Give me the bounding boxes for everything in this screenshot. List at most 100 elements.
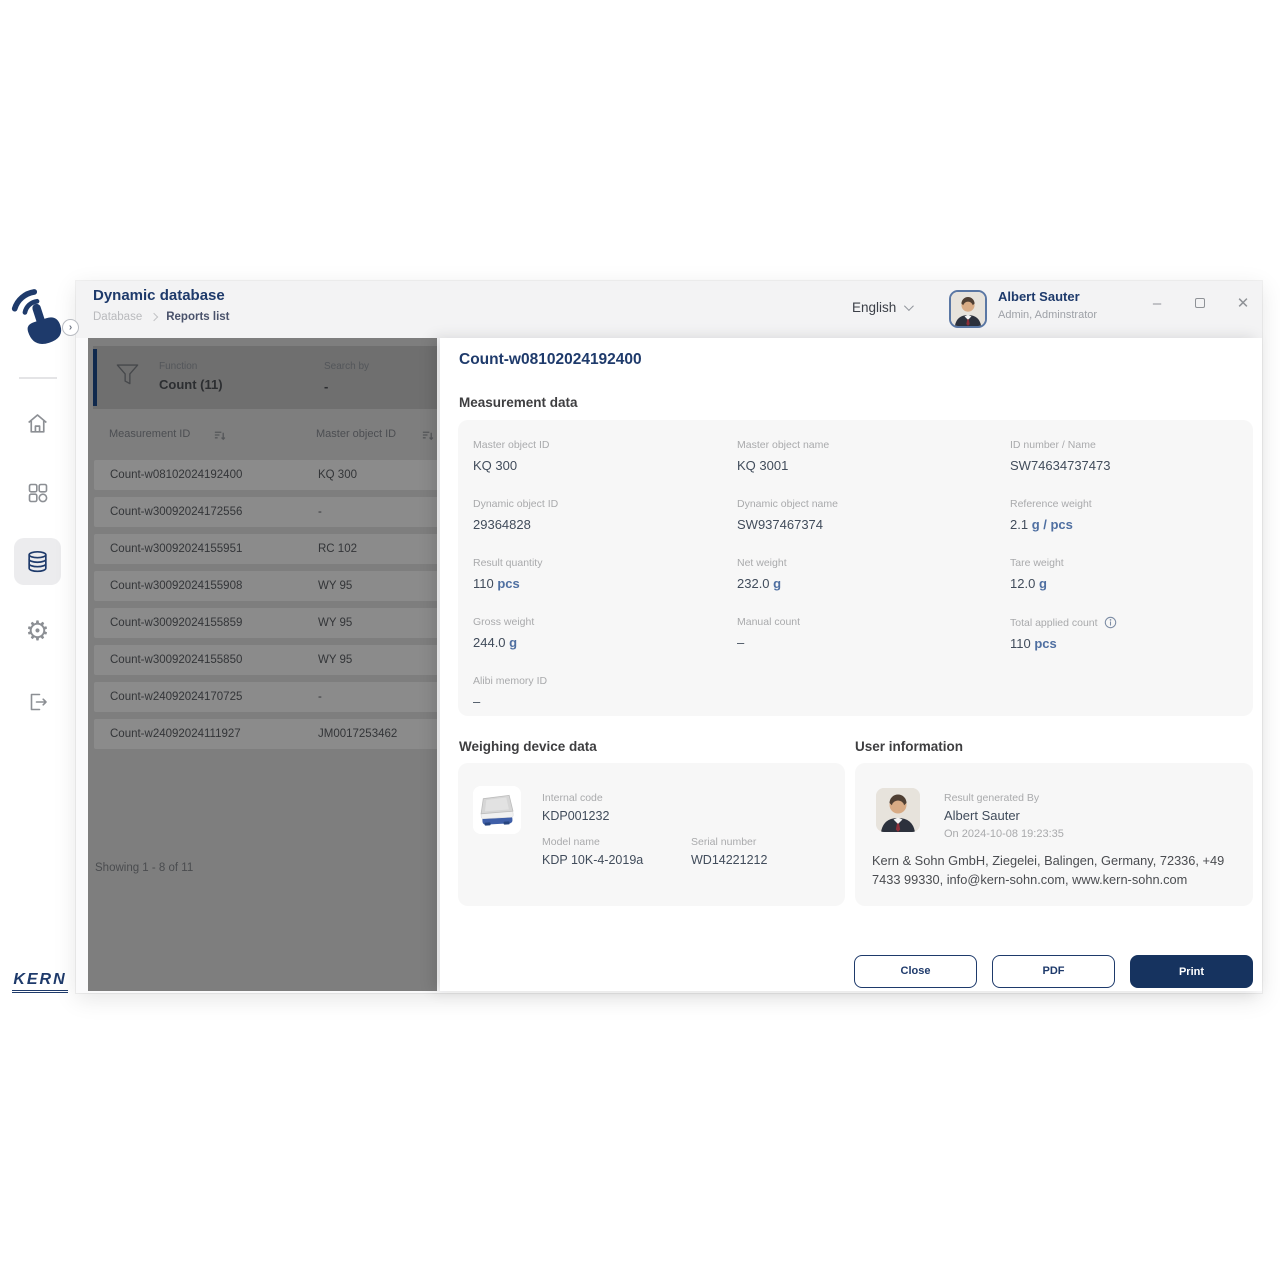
sidebar-item-home[interactable]: [14, 400, 61, 447]
reports-list-panel: Function Count (11) Search by - Measurem…: [88, 338, 437, 991]
table-row[interactable]: Count-w08102024192400 KQ 300: [94, 460, 437, 490]
home-icon: [25, 411, 50, 436]
field-dynamic-object-id: Dynamic object ID 29364828: [473, 498, 559, 532]
minimize-button[interactable]: –: [1152, 294, 1162, 312]
filter-bar[interactable]: Function Count (11) Search by -: [93, 346, 437, 409]
field-master-object-name: Master object name KQ 3001: [737, 439, 830, 473]
chevron-right-icon: [149, 312, 159, 322]
table-header: Measurement ID Master object ID: [88, 428, 437, 448]
model-name-label: Model name: [542, 836, 600, 848]
report-detail-panel: Count-w08102024192400 Measurement data M…: [440, 338, 1262, 991]
table-row[interactable]: Count-w30092024155908 WY 95: [94, 571, 437, 601]
logout-icon: [26, 690, 50, 714]
kern-touch-logo-icon: [10, 284, 66, 354]
field-id-number-name: ID number / Name SW74634737473: [1010, 439, 1111, 473]
cell-master-object-id: KQ 300: [318, 469, 357, 481]
table-row[interactable]: Count-w30092024172556 -: [94, 497, 437, 527]
gear-icon: ⚙: [25, 616, 50, 646]
weighing-device-heading: Weighing device data: [459, 739, 597, 754]
language-value: English: [852, 300, 897, 315]
weighing-scale-image: [473, 786, 521, 834]
close-window-button[interactable]: ✕: [1236, 295, 1250, 312]
info-icon[interactable]: [1104, 616, 1117, 629]
table-row[interactable]: Count-w30092024155951 RC 102: [94, 534, 437, 564]
filter-searchby-label: Search by: [324, 361, 370, 372]
model-name-value: KDP 10K-4-2019a: [542, 853, 644, 867]
field-dynamic-object-name: Dynamic object name SW937467374: [737, 498, 838, 532]
user-information-card: Result generated By Albert Sauter On 202…: [855, 763, 1253, 906]
table-row[interactable]: Count-w24092024170725 -: [94, 682, 437, 712]
cell-measurement-id: Count-w30092024155859: [110, 617, 243, 629]
user-information-heading: User information: [855, 739, 964, 754]
cell-measurement-id: Count-w08102024192400: [110, 469, 243, 481]
sidebar-item-logout[interactable]: [14, 678, 61, 725]
close-button[interactable]: Close: [854, 955, 977, 988]
cell-measurement-id: Count-w30092024155951: [110, 543, 243, 555]
serial-number-label: Serial number: [691, 836, 757, 848]
measurement-data-card: Master object ID KQ 300 Master object na…: [458, 420, 1253, 716]
sidebar-item-settings[interactable]: ⚙: [14, 608, 61, 655]
cell-master-object-id: JM0017253462: [318, 728, 398, 740]
cell-master-object-id: RC 102: [318, 543, 357, 555]
company-contact-info: Kern & Sohn GmbH, Ziegelei, Balingen, Ge…: [872, 853, 1225, 887]
generated-by-label: Result generated By: [944, 792, 1040, 804]
column-master-object-id[interactable]: Master object ID: [316, 428, 397, 440]
user-name: Albert Sauter: [998, 289, 1080, 304]
cell-measurement-id: Count-w24092024111927: [110, 728, 241, 740]
report-title: Count-w08102024192400: [459, 351, 642, 368]
language-selector[interactable]: English: [852, 300, 915, 315]
table-row[interactable]: Count-w24092024111927 JM0017253462: [94, 719, 437, 749]
serial-number-value: WD14221212: [691, 853, 768, 867]
cell-master-object-id: WY 95: [318, 654, 353, 666]
panel-expander-button[interactable]: ›: [62, 319, 79, 336]
field-reference-weight: Reference weight 2.1 g / pcs: [1010, 498, 1092, 532]
field-master-object-id: Master object ID KQ 300: [473, 439, 550, 473]
sidebar-item-apps[interactable]: [14, 469, 61, 516]
page-title: Dynamic database: [93, 287, 225, 304]
pagination-status: Showing 1 - 8 of 11: [95, 862, 194, 874]
weighing-device-card: Internal code KDP001232 Model name KDP 1…: [458, 763, 845, 906]
cell-master-object-id: -: [318, 506, 322, 518]
generated-on-timestamp: On 2024-10-08 19:23:35: [944, 828, 1064, 840]
sort-icon[interactable]: [421, 429, 434, 442]
print-button[interactable]: Print: [1130, 955, 1253, 988]
cell-measurement-id: Count-w30092024155850: [110, 654, 243, 666]
breadcrumb-parent[interactable]: Database: [93, 311, 143, 323]
kern-wordmark: KERN: [12, 971, 68, 993]
chevron-down-icon: [904, 301, 915, 312]
cell-master-object-id: WY 95: [318, 580, 353, 592]
filter-function-value: Count (11): [159, 377, 223, 392]
internal-code-value: KDP001232: [542, 809, 610, 823]
sort-icon[interactable]: [213, 429, 226, 442]
app-header: Dynamic database Database Reports list E…: [76, 281, 1262, 338]
window-controls: – ✕: [1150, 294, 1250, 313]
filter-accent-bar: [93, 349, 97, 406]
cell-master-object-id: -: [318, 691, 322, 703]
cell-master-object-id: WY 95: [318, 617, 353, 629]
sidebar-item-database[interactable]: [14, 538, 61, 585]
measurement-data-heading: Measurement data: [459, 395, 578, 410]
cell-measurement-id: Count-w24092024170725: [110, 691, 243, 703]
reports-rows: Count-w08102024192400 KQ 300 Count-w3009…: [94, 460, 437, 756]
field-result-quantity: Result quantity 110 pcs: [473, 557, 543, 591]
filter-function-label: Function: [159, 361, 198, 372]
field-alibi-memory-id: Alibi memory ID –: [473, 675, 548, 709]
internal-code-label: Internal code: [542, 792, 603, 804]
cell-measurement-id: Count-w30092024172556: [110, 506, 243, 518]
table-row[interactable]: Count-w30092024155859 WY 95: [94, 608, 437, 638]
database-icon: [25, 549, 50, 574]
field-net-weight: Net weight 232.0 g: [737, 557, 787, 591]
cell-measurement-id: Count-w30092024155908: [110, 580, 243, 592]
table-row[interactable]: Count-w30092024155850 WY 95: [94, 645, 437, 675]
action-buttons: Close PDF Print: [854, 955, 1253, 988]
maximize-button[interactable]: [1193, 295, 1207, 312]
apps-grid-icon: [26, 481, 50, 505]
pdf-button[interactable]: PDF: [992, 955, 1115, 988]
user-role: Admin, Adminstrator: [998, 309, 1098, 321]
user-avatar[interactable]: [949, 290, 987, 328]
field-manual-count: Manual count –: [737, 616, 801, 650]
breadcrumb-current: Reports list: [166, 311, 230, 323]
generated-by-avatar: [876, 788, 920, 832]
column-measurement-id[interactable]: Measurement ID: [109, 428, 191, 440]
